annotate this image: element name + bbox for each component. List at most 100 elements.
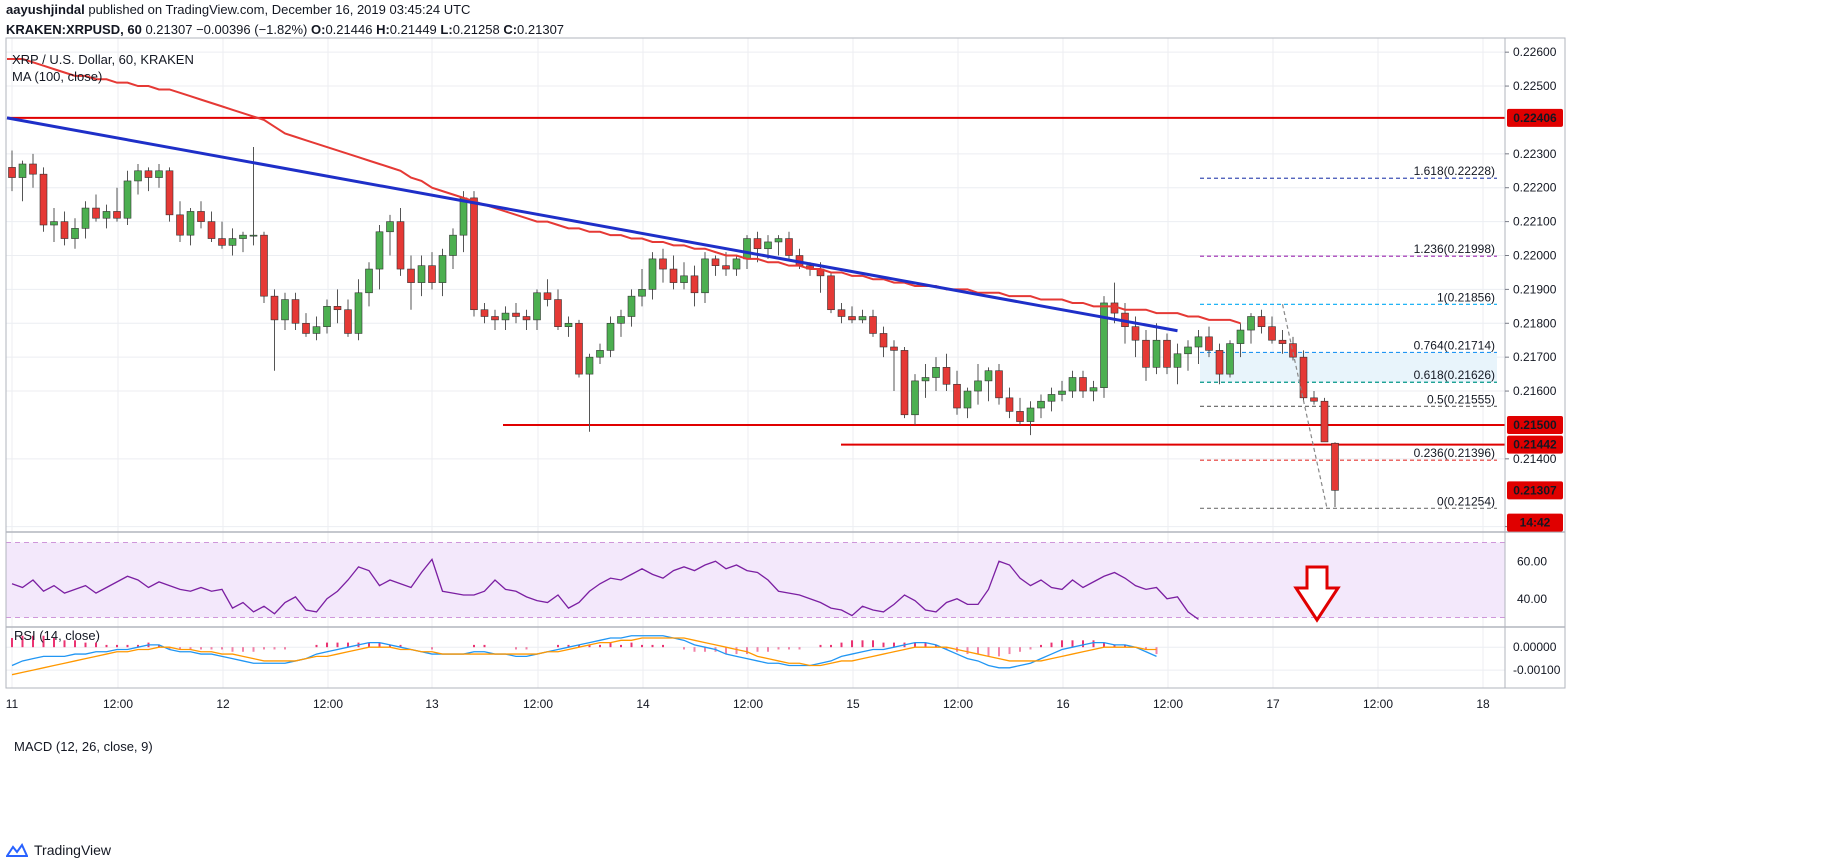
- horizontal-levels: [7, 116, 1505, 446]
- fib-label: 1.236(0.21998): [1414, 242, 1495, 256]
- rsi-tick-label: 60.00: [1517, 554, 1547, 568]
- x-tick-label: 12:00: [733, 697, 763, 711]
- y-tick-label: 0.22300: [1513, 147, 1557, 161]
- candle-body: [270, 295, 279, 321]
- candle-body: [1037, 400, 1045, 409]
- candle-body: [1005, 397, 1014, 412]
- candle-body: [113, 211, 121, 219]
- price-label: [1507, 108, 1563, 127]
- trendline: [6, 116, 1178, 333]
- signal-line: [11, 637, 1157, 676]
- y-tick-label: 0.21400: [1513, 452, 1557, 466]
- open-label: O:: [311, 22, 326, 37]
- candle-body: [417, 265, 426, 283]
- candle-body: [900, 350, 909, 416]
- candle-body: [60, 221, 69, 239]
- candle-body: [228, 238, 237, 246]
- candle-body: [648, 258, 657, 290]
- price-label-text: 0.21307: [1513, 483, 1557, 497]
- candle-body: [848, 316, 856, 321]
- moving-average: [7, 57, 1241, 325]
- candle-body: [428, 265, 436, 283]
- x-tick-label: 15: [846, 697, 860, 711]
- candle-body: [438, 255, 447, 283]
- candle-body: [606, 322, 615, 351]
- candle-body: [1163, 339, 1171, 368]
- candle-body: [186, 211, 195, 236]
- candle-body: [459, 197, 468, 236]
- candle-body: [29, 163, 37, 175]
- rsi-line: [11, 558, 1199, 620]
- y-tick-label: 0.21700: [1513, 350, 1557, 364]
- candle-body: [669, 268, 678, 283]
- macd-line: [11, 635, 1157, 669]
- candle-body: [1016, 411, 1024, 422]
- candle-body: [1131, 326, 1140, 341]
- x-tick-label: 12:00: [943, 697, 973, 711]
- candle-body: [890, 346, 898, 351]
- candle-body: [564, 322, 573, 327]
- author-name[interactable]: aayushjindal: [6, 2, 85, 17]
- close-value: 0.21307: [517, 22, 565, 37]
- candle-body: [18, 163, 27, 178]
- candle-body: [722, 265, 730, 270]
- fib-label: 0(0.21254): [1437, 494, 1495, 508]
- x-tick-label: 12:00: [1363, 697, 1393, 711]
- candle-body: [260, 234, 268, 297]
- candle-body: [1247, 316, 1255, 331]
- countdown-text: 14:42: [1520, 516, 1551, 530]
- candle-body: [701, 258, 709, 294]
- y-tick-label: 0.22100: [1513, 215, 1557, 229]
- candle-body: [1089, 387, 1098, 392]
- rsi-band-fill: [6, 542, 1505, 618]
- candle-body: [617, 316, 625, 324]
- candle-body: [1100, 302, 1108, 388]
- x-tick-label: 11: [6, 697, 19, 711]
- candle-body: [480, 309, 489, 317]
- candle-body: [1047, 394, 1056, 402]
- candle-body: [911, 380, 919, 416]
- candle-body: [1058, 390, 1066, 395]
- candle-body: [1184, 346, 1192, 355]
- y-tick-label: 0.21900: [1513, 282, 1557, 296]
- candle-body: [1289, 343, 1297, 358]
- candle-body: [1310, 397, 1318, 402]
- ma-label: MA (100, close): [12, 69, 102, 84]
- candle-body: [1173, 353, 1182, 368]
- x-tick-label: 12: [216, 697, 230, 711]
- candle-body: [575, 322, 583, 375]
- countdown-label: [1507, 513, 1563, 532]
- candles: [8, 147, 1339, 507]
- candle-body: [995, 370, 1003, 399]
- fib-zone: [1200, 352, 1497, 383]
- candle-body: [92, 207, 100, 219]
- candle-body: [953, 383, 961, 409]
- candle-body: [123, 180, 132, 219]
- candle-body: [1215, 350, 1224, 375]
- candle-body: [869, 316, 877, 334]
- fib-label: 1(0.21856): [1437, 290, 1495, 304]
- candle-body: [764, 241, 772, 250]
- fib-label: 0.236(0.21396): [1414, 446, 1495, 460]
- candle-body: [102, 211, 111, 219]
- candle-body: [753, 238, 762, 250]
- candle-body: [827, 275, 835, 311]
- candle-body: [291, 299, 300, 324]
- candle-body: [974, 380, 982, 392]
- candle-body: [1299, 356, 1308, 399]
- brand-name[interactable]: TradingView: [34, 842, 112, 858]
- macd-tick-label: 0.00000: [1513, 640, 1557, 654]
- candle-body: [396, 221, 405, 270]
- candle-body: [144, 170, 153, 178]
- fib-label: 0.764(0.21714): [1414, 338, 1495, 352]
- x-tick-label: 14: [636, 697, 650, 711]
- candle-body: [218, 238, 226, 246]
- candle-body: [375, 231, 384, 270]
- y-tick-label: 0.22600: [1513, 45, 1557, 59]
- fib-label: 0.618(0.21626): [1414, 368, 1495, 382]
- rsi-label: RSI (14, close): [14, 628, 100, 643]
- candle-body: [312, 326, 321, 334]
- candle-body: [732, 258, 741, 270]
- candle-body: [984, 370, 993, 382]
